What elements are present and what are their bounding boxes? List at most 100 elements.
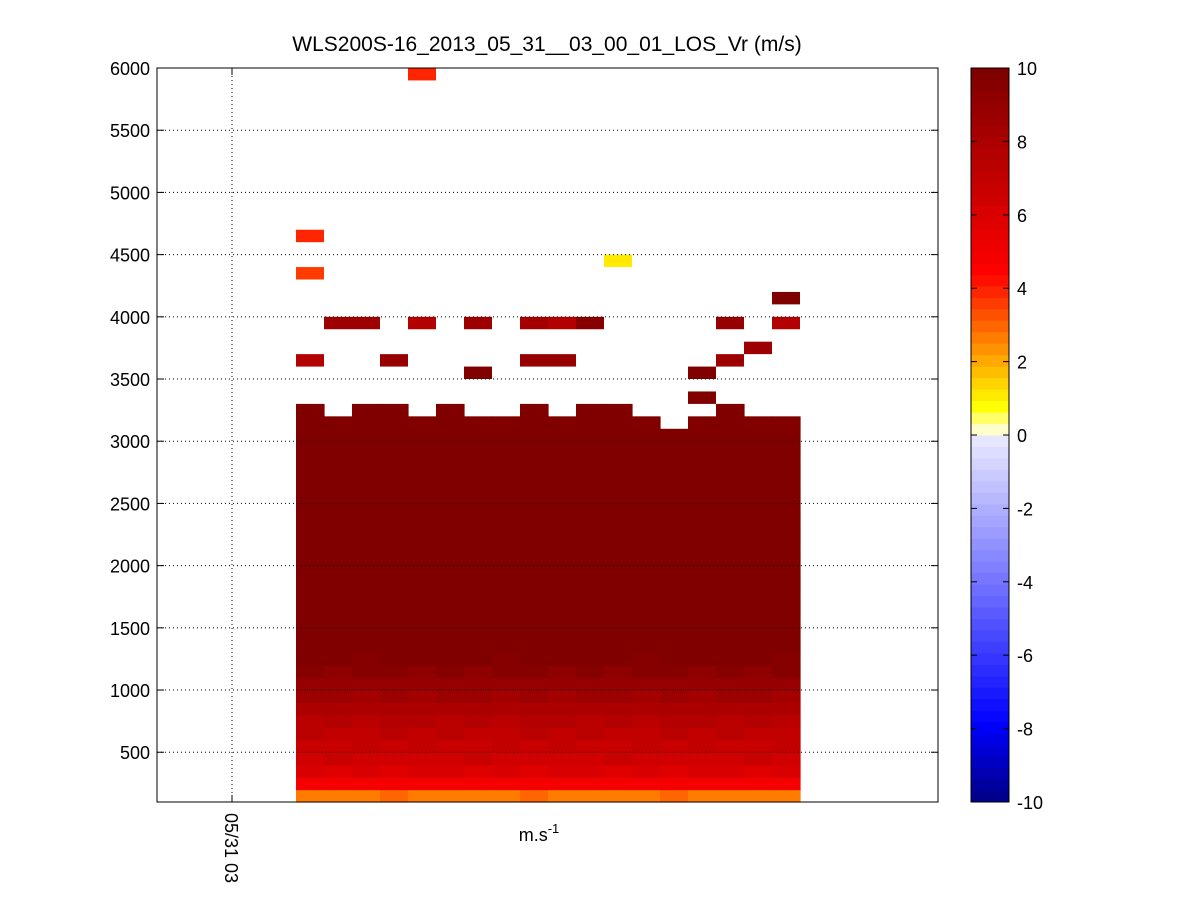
- colorbar-band: [971, 205, 1009, 218]
- heat-cell: [324, 578, 353, 592]
- heat-cell: [772, 466, 801, 480]
- heat-cell: [492, 652, 521, 666]
- heat-cell: [408, 490, 437, 505]
- heat-cell: [772, 590, 801, 604]
- heat-cell: [772, 602, 801, 616]
- heat-cell: [352, 602, 381, 616]
- heat-cell: [436, 764, 465, 778]
- heat-cell: [632, 528, 661, 542]
- heat-cell: [408, 540, 437, 554]
- colorbar-band: [971, 79, 1009, 92]
- heat-cell: [436, 777, 465, 791]
- heat-cell: [324, 777, 353, 791]
- heat-cell: [324, 553, 353, 567]
- colorbar-band: [971, 251, 1009, 264]
- heat-cell: [296, 416, 325, 430]
- colorbar-band: [971, 687, 1009, 700]
- heat-cell: [436, 690, 465, 704]
- heat-cell: [632, 453, 661, 467]
- colorbar-band: [971, 343, 1009, 356]
- heat-cell: [688, 677, 717, 691]
- heat-cell: [380, 677, 409, 691]
- heat-cell: [604, 590, 633, 604]
- heat-cell: [464, 602, 493, 616]
- heat-cell: [772, 789, 801, 803]
- heat-cell: [520, 714, 549, 728]
- heat-cell: [492, 640, 521, 654]
- heat-cell: [688, 652, 717, 666]
- heat-cell: [520, 615, 549, 629]
- heat-cell: [772, 677, 801, 691]
- heat-cell: [352, 553, 381, 567]
- heat-cell: [716, 515, 745, 529]
- heat-cell: [408, 578, 437, 592]
- heat-cell: [324, 764, 353, 778]
- heat-cell: [352, 490, 381, 505]
- heat-cell: [716, 403, 745, 417]
- heat-cell: [296, 590, 325, 604]
- heat-cell: [632, 590, 661, 604]
- heat-cell: [324, 453, 353, 467]
- colorbar-band: [971, 618, 1009, 631]
- heat-cell: [352, 478, 381, 492]
- y-tick-label: 5500: [110, 121, 150, 141]
- colorbar-band: [971, 457, 1009, 470]
- colorbar-band: [971, 136, 1009, 149]
- heat-cell: [324, 602, 353, 616]
- heat-cell: [492, 690, 521, 704]
- heat-cell: [464, 590, 493, 604]
- heat-cell: [352, 777, 381, 791]
- heat-cell: [632, 789, 661, 803]
- heat-cell: [716, 453, 745, 467]
- heat-cell: [744, 453, 773, 467]
- heat-cell: [296, 665, 325, 679]
- colorbar-band: [971, 148, 1009, 161]
- heat-cell: [548, 665, 577, 679]
- heat-cell: [604, 727, 633, 741]
- heat-cell: [744, 565, 773, 579]
- heat-cell: [660, 789, 689, 803]
- heat-cell: [716, 727, 745, 741]
- heat-cell: [548, 677, 577, 691]
- heat-cell: [576, 764, 605, 778]
- heat-cell: [604, 578, 633, 592]
- heat-cell: [744, 416, 773, 430]
- heat-cell: [520, 627, 549, 641]
- heat-cell: [576, 453, 605, 467]
- heat-cell: [632, 602, 661, 616]
- heat-cell: [492, 702, 521, 716]
- heat-cell: [380, 428, 409, 442]
- heat-cell: [576, 590, 605, 604]
- heat-cell: [436, 752, 465, 766]
- heat-cell: [352, 590, 381, 604]
- heat-cell: [492, 453, 521, 467]
- heat-cell: [688, 615, 717, 629]
- isolated-cell: [520, 354, 548, 367]
- heat-cell: [604, 602, 633, 616]
- heat-cell: [744, 640, 773, 654]
- heat-cell: [772, 490, 801, 505]
- heat-cell: [632, 627, 661, 641]
- heat-cell: [660, 590, 689, 604]
- heat-cell: [548, 627, 577, 641]
- heat-cell: [464, 528, 493, 542]
- heat-cell: [408, 515, 437, 529]
- heat-cell: [604, 677, 633, 691]
- heat-cell: [520, 565, 549, 579]
- heat-cell: [296, 602, 325, 616]
- heat-cell: [408, 428, 437, 442]
- colorbar-band: [971, 675, 1009, 688]
- isolated-cell: [380, 354, 408, 367]
- heat-cell: [660, 515, 689, 529]
- heat-cell: [296, 714, 325, 728]
- heat-cell: [576, 528, 605, 542]
- heat-cell: [296, 453, 325, 467]
- heat-cell: [716, 528, 745, 542]
- heat-cell: [436, 403, 465, 417]
- isolated-cell: [464, 316, 492, 330]
- heat-cell: [380, 453, 409, 467]
- heat-cell: [464, 453, 493, 467]
- heat-cell: [548, 727, 577, 741]
- heat-cell: [772, 702, 801, 716]
- isolated-cell: [324, 316, 352, 330]
